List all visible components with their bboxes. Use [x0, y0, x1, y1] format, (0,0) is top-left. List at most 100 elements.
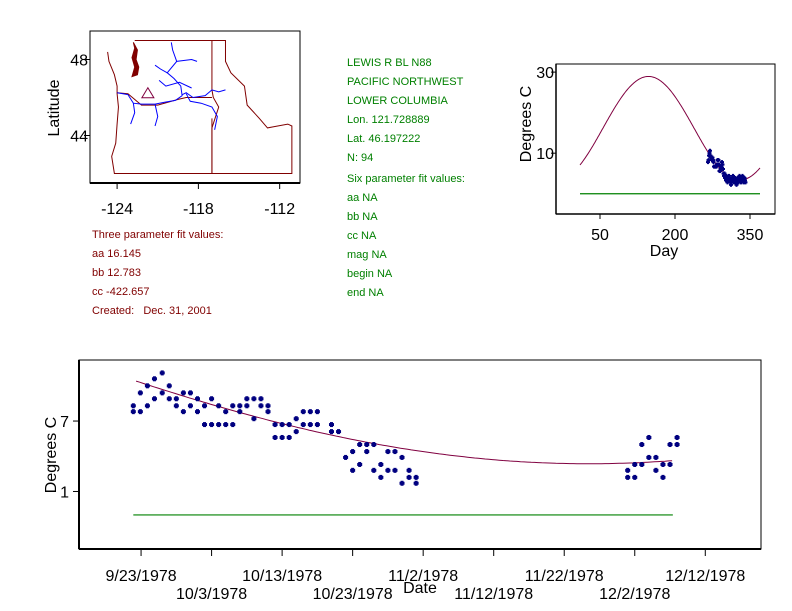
timeseries-point: [660, 461, 666, 467]
timeseries-point: [371, 467, 377, 473]
timeseries-point: [399, 454, 405, 460]
timeseries-point: [667, 461, 673, 467]
seasonal-point: [734, 182, 739, 187]
timeseries-point: [209, 422, 215, 428]
six-param-title: Six parameter fit values:: [347, 173, 465, 185]
timeseries-point: [258, 396, 264, 402]
river-line: [170, 42, 178, 62]
timeseries-point: [639, 461, 645, 467]
timeseries-point: [272, 422, 278, 428]
timeseries-point: [209, 396, 215, 402]
seasonal-point: [737, 173, 742, 178]
timeseries-point: [237, 403, 243, 409]
timeseries-point: [406, 467, 412, 473]
river-network: [117, 42, 226, 130]
timeseries-point: [166, 383, 172, 389]
timeseries-point: [216, 422, 222, 428]
seasonal-point: [711, 158, 715, 163]
seasonal-point: [706, 158, 711, 163]
seasonal-point: [726, 175, 731, 180]
timeseries-point: [300, 409, 306, 415]
three-param-title: Three parameter fit values:: [92, 229, 224, 241]
timeseries-point: [378, 461, 384, 467]
seasonal-point: [729, 180, 734, 185]
station-info-block: LEWIS R BL N88 PACIFIC NORTHWEST LOWER C…: [347, 54, 463, 168]
seasonal-point: [740, 175, 744, 180]
timeseries-point: [653, 467, 659, 473]
timeseries-x-tick-label: 11/22/1978: [525, 568, 604, 585]
wa-or-boundary: [117, 92, 212, 106]
timeseries-point: [674, 442, 680, 448]
station-latitude: Lat. 46.197222: [347, 133, 421, 145]
timeseries-point: [202, 422, 208, 428]
seasonal-points: [706, 148, 748, 187]
map-y-tick-label: 44: [70, 129, 88, 146]
river-line: [158, 80, 192, 89]
map-panel: -124 -118 -112 48 44 Latitude: [46, 30, 301, 218]
timeseries-x-tick-label: 9/23/1978: [105, 568, 176, 585]
seasonal-point: [730, 175, 735, 180]
timeseries-point: [173, 403, 179, 409]
timeseries-point: [350, 467, 356, 473]
timeseries-point: [392, 449, 398, 455]
seasonal-point: [742, 175, 747, 180]
seasonal-point: [721, 167, 725, 171]
timeseries-point: [364, 442, 370, 448]
timeseries-point: [371, 442, 377, 448]
timeseries-point: [632, 474, 638, 480]
timeseries-point: [314, 409, 320, 415]
timeseries-point: [336, 429, 342, 435]
timeseries-x-axis-label: Date: [403, 580, 437, 597]
timeseries-point: [180, 390, 186, 396]
seasonal-point: [717, 162, 721, 167]
seasonal-point: [720, 162, 725, 167]
timeseries-point: [151, 376, 157, 382]
river-line: [185, 93, 218, 130]
seasonal-x-ticks: 50 200 350: [591, 214, 763, 244]
timeseries-point: [293, 416, 299, 422]
seasonal-point: [716, 158, 721, 163]
timeseries-y-axis-label: Degrees C: [43, 417, 60, 493]
station-longitude: Lon. 121.728889: [347, 114, 430, 126]
timeseries-point: [130, 409, 136, 415]
timeseries-point: [173, 396, 179, 402]
timeseries-point: [286, 434, 292, 440]
seasonal-x-tick-label: 200: [662, 227, 689, 244]
seasonal-point: [733, 175, 737, 180]
timeseries-point: [144, 383, 150, 389]
timeseries-point: [286, 422, 292, 428]
timeseries-point: [646, 454, 652, 460]
timeseries-point: [385, 449, 391, 455]
timeseries-point: [194, 409, 200, 415]
seasonal-x-tick-label: 50: [591, 227, 609, 244]
map-y-ticks: 48 44: [70, 53, 90, 146]
timeseries-point: [646, 434, 652, 440]
timeseries-y-tick-label: 1: [60, 484, 69, 501]
seasonal-panel: 50 200 350 30 10 Day Degrees C: [518, 63, 776, 260]
map-x-ticks: -124 -118 -112: [101, 183, 295, 218]
timeseries-point: [413, 474, 419, 480]
timeseries-point: [350, 449, 356, 455]
six-param-cc: cc NA: [347, 230, 377, 242]
station-triangle-marker: [140, 86, 155, 99]
timeseries-point: [625, 474, 631, 480]
timeseries-point: [237, 409, 243, 415]
seasonal-point: [707, 151, 712, 156]
map-x-tick-label: -112: [264, 201, 295, 218]
timeseries-point: [639, 442, 645, 448]
seasonal-point: [736, 178, 740, 183]
seasonal-point: [708, 153, 713, 158]
timeseries-point: [223, 409, 229, 415]
timeseries-point: [187, 390, 193, 396]
timeseries-point: [230, 422, 236, 428]
timeseries-point: [378, 474, 384, 480]
timeseries-point: [230, 403, 236, 409]
seasonal-point: [720, 160, 724, 165]
timeseries-point: [279, 434, 285, 440]
seasonal-point: [731, 173, 735, 178]
timeseries-point: [328, 422, 334, 428]
timeseries-point: [258, 403, 264, 409]
timeseries-point: [406, 474, 412, 480]
seasonal-point: [710, 155, 715, 160]
seasonal-point: [725, 180, 730, 185]
